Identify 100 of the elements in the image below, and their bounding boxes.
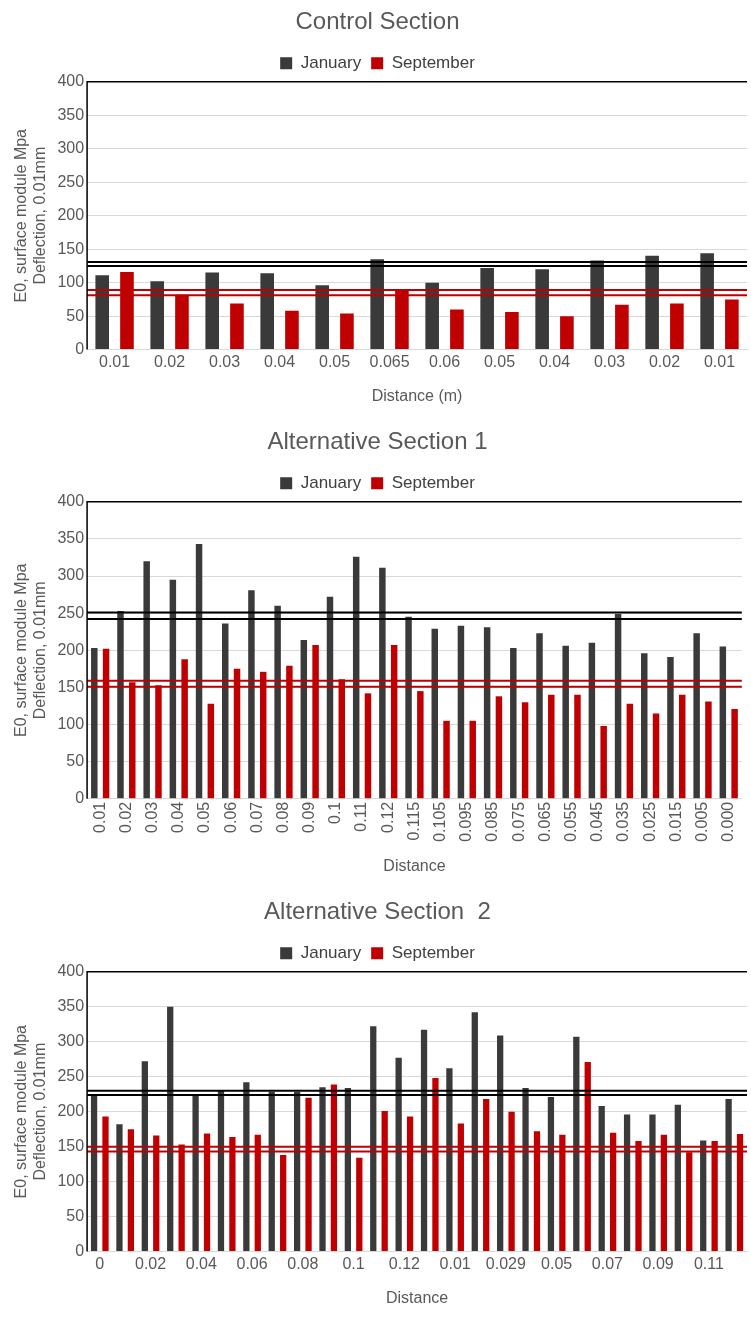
bar bbox=[457, 625, 465, 799]
bar bbox=[192, 1095, 199, 1252]
x-tick-label: 0.055 bbox=[561, 801, 579, 842]
y-tick-label: 200 bbox=[57, 1102, 85, 1120]
x-axis-title: Distance (m) bbox=[371, 386, 463, 404]
bar bbox=[356, 1157, 363, 1252]
x-tick-label: 0.06 bbox=[428, 352, 461, 370]
bar bbox=[364, 693, 372, 799]
bar bbox=[522, 1087, 529, 1252]
bar bbox=[645, 255, 659, 350]
bar bbox=[693, 633, 700, 799]
chart-title: Alternative Section 1 bbox=[267, 427, 488, 455]
x-tick-label: 0.04 bbox=[538, 352, 571, 370]
x-tick-label: 0 bbox=[95, 1254, 105, 1272]
x-tick-label: 0.02 bbox=[134, 1254, 167, 1272]
bar bbox=[285, 310, 299, 350]
bar bbox=[230, 303, 244, 350]
bar bbox=[725, 1099, 732, 1252]
x-tick-label: 0.045 bbox=[588, 801, 606, 842]
x-tick-label: 0.095 bbox=[457, 801, 475, 842]
bar bbox=[222, 623, 229, 799]
y-tick-label: 100 bbox=[57, 714, 85, 732]
bar bbox=[207, 703, 215, 799]
legend-label: September bbox=[391, 942, 476, 962]
x-tick-label: 0.07 bbox=[591, 1254, 624, 1272]
bar bbox=[90, 1095, 98, 1252]
y-tick-label: 350 bbox=[57, 529, 85, 547]
bar bbox=[395, 1057, 402, 1252]
x-tick-label: 0.000 bbox=[719, 801, 737, 842]
legend-label: January bbox=[300, 52, 362, 72]
y-tick-label: 0 bbox=[75, 340, 85, 358]
x-tick-label: 0.07 bbox=[247, 801, 265, 833]
bar bbox=[560, 316, 574, 350]
y-tick-label: 300 bbox=[57, 1032, 85, 1050]
y-tick-label: 250 bbox=[57, 172, 85, 190]
bar bbox=[471, 1012, 478, 1252]
x-tick-label: 0.12 bbox=[378, 801, 396, 833]
bar bbox=[450, 309, 464, 350]
y-tick-label: 50 bbox=[66, 1207, 85, 1225]
bar bbox=[652, 713, 660, 799]
x-tick-label: 0.025 bbox=[640, 801, 658, 842]
bar bbox=[344, 1087, 352, 1252]
bar bbox=[574, 694, 581, 799]
x-tick-label: 0.065 bbox=[535, 801, 553, 842]
x-tick-label: 0.029 bbox=[485, 1254, 526, 1272]
y-tick-label: 300 bbox=[57, 566, 85, 584]
bar bbox=[670, 303, 684, 350]
x-tick-label: 0.11 bbox=[693, 1254, 725, 1272]
bar bbox=[480, 267, 494, 350]
bar bbox=[379, 567, 386, 799]
x-tick-label: 0.06 bbox=[236, 1254, 268, 1272]
bar bbox=[91, 648, 98, 799]
x-tick-label: 0.03 bbox=[142, 801, 160, 833]
bar bbox=[443, 720, 450, 799]
chart-title: Alternative Section 2 bbox=[264, 897, 491, 925]
bar bbox=[469, 720, 476, 799]
y-tick-label: 100 bbox=[57, 273, 85, 291]
bar bbox=[405, 616, 412, 799]
bar bbox=[678, 694, 686, 799]
bar bbox=[649, 1114, 656, 1252]
legend-label: September bbox=[391, 52, 476, 72]
x-tick-label: 0.04 bbox=[169, 801, 187, 833]
x-tick-label: 0.02 bbox=[648, 352, 681, 370]
y-tick-label: 200 bbox=[57, 206, 85, 224]
x-tick-label: 0.08 bbox=[287, 1254, 319, 1272]
bar bbox=[143, 561, 150, 799]
bar bbox=[705, 701, 712, 799]
x-tick-label: 0.1 bbox=[326, 801, 344, 825]
x-tick-label: 0.085 bbox=[483, 801, 501, 842]
y-tick-label: 400 bbox=[57, 962, 85, 980]
bar bbox=[719, 646, 727, 799]
bar bbox=[274, 605, 281, 799]
x-tick-label: 0.04 bbox=[185, 1254, 217, 1272]
bar bbox=[268, 1092, 275, 1252]
bar bbox=[510, 648, 517, 799]
bar bbox=[293, 1092, 301, 1252]
bar bbox=[205, 272, 220, 350]
x-tick-label: 0.08 bbox=[273, 801, 291, 833]
bar bbox=[420, 1029, 428, 1252]
x-tick-label: 0.01 bbox=[439, 1254, 471, 1272]
bar bbox=[300, 639, 308, 799]
bar bbox=[623, 1114, 631, 1252]
bar bbox=[319, 1087, 326, 1252]
y-tick-label: 350 bbox=[57, 105, 85, 123]
y-tick-label: 150 bbox=[57, 239, 85, 257]
x-tick-label: 0.02 bbox=[116, 801, 134, 833]
legend-label: January bbox=[300, 942, 362, 962]
y-axis-title: E0, surface module Mpa Deflection, 0.01mm bbox=[12, 563, 49, 737]
x-tick-label: 0.01 bbox=[90, 801, 108, 833]
y-tick-label: 100 bbox=[57, 1172, 85, 1190]
legend-label: September bbox=[391, 472, 476, 492]
bar bbox=[667, 656, 674, 799]
x-tick-label: 0.115 bbox=[404, 801, 422, 841]
x-axis-title: Distance bbox=[385, 1288, 449, 1306]
bar bbox=[731, 708, 738, 799]
x-tick-label: 0.05 bbox=[541, 1254, 573, 1272]
legend-label: January bbox=[300, 472, 362, 492]
x-tick-label: 0.015 bbox=[666, 801, 684, 842]
bar bbox=[483, 627, 491, 799]
bar bbox=[615, 304, 629, 350]
